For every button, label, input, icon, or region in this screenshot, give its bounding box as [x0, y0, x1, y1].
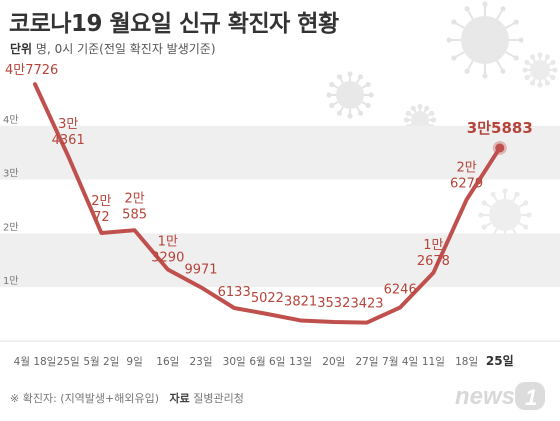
x-tick-label: 5월 2일	[83, 355, 119, 368]
data-point	[495, 143, 505, 153]
data-label: 2만 72	[91, 194, 111, 225]
virus-icon	[326, 71, 374, 119]
source-label: 자료	[169, 392, 190, 405]
data-label: 6133	[218, 285, 251, 300]
svg-text:news: news	[455, 383, 515, 410]
virus-icon	[522, 52, 558, 88]
svg-text:1: 1	[525, 385, 537, 410]
y-tick-label: 1만	[3, 275, 19, 287]
data-label: 3532	[317, 296, 350, 311]
footnote: ※ 확진자: (지역발생+해외유입)	[10, 392, 160, 405]
data-label: 2만 585	[122, 191, 147, 222]
x-tick-label: 6월 6일	[249, 355, 285, 368]
data-label: 4만7726	[5, 63, 58, 78]
x-tick-label: 27일	[355, 355, 378, 368]
grid-band	[0, 233, 560, 288]
series-line	[33, 82, 502, 325]
x-tick-label: 13일	[289, 355, 312, 368]
chart-title: 코로나19 월요일 신규 확진자 현황	[9, 11, 339, 37]
data-label: 6246	[384, 282, 417, 297]
x-tick-label: 25일	[486, 354, 514, 368]
grid-band	[0, 125, 560, 180]
virus-icon	[446, 1, 524, 79]
data-label: 3821	[284, 294, 317, 309]
x-tick-label: 11일	[422, 355, 445, 368]
footer: ※ 확진자: (지역발생+해외유입) 자료 질병관리청	[10, 390, 244, 406]
source-text: 질병관리청	[193, 392, 244, 405]
data-label: 2만 6279	[450, 161, 483, 192]
x-tick-label: 16일	[156, 355, 179, 368]
x-tick-label: 18일	[455, 355, 478, 368]
unit-note: 단위 명, 0시 기준(전일 확진자 발생기준)	[10, 40, 216, 57]
y-tick-label: 4만	[3, 114, 19, 126]
x-tick-label: 20일	[322, 355, 345, 368]
x-tick-label: 4월 18일	[14, 355, 57, 368]
unit-text: 명, 0시 기준(전일 확진자 발생기준)	[35, 42, 216, 56]
x-tick-label: 7월 4일	[382, 355, 418, 368]
data-label: 3만5883	[467, 119, 533, 137]
data-label: 5022	[251, 291, 284, 306]
data-label: 3423	[350, 297, 383, 312]
data-label: 9971	[184, 262, 217, 277]
y-tick-label: 2만	[3, 221, 19, 233]
x-tick-label: 9일	[126, 355, 142, 368]
x-tick-label: 23일	[189, 355, 212, 368]
unit-label: 단위	[10, 42, 33, 56]
news1-logo: news 1	[455, 382, 545, 410]
data-label: 1만 3290	[151, 234, 184, 265]
x-tick-label: 30일	[223, 355, 246, 368]
x-tick-label: 25일	[57, 355, 80, 368]
y-tick-label: 3만	[3, 168, 19, 180]
data-label: 1만 2678	[417, 238, 450, 269]
data-label: 3만 4361	[52, 117, 85, 148]
